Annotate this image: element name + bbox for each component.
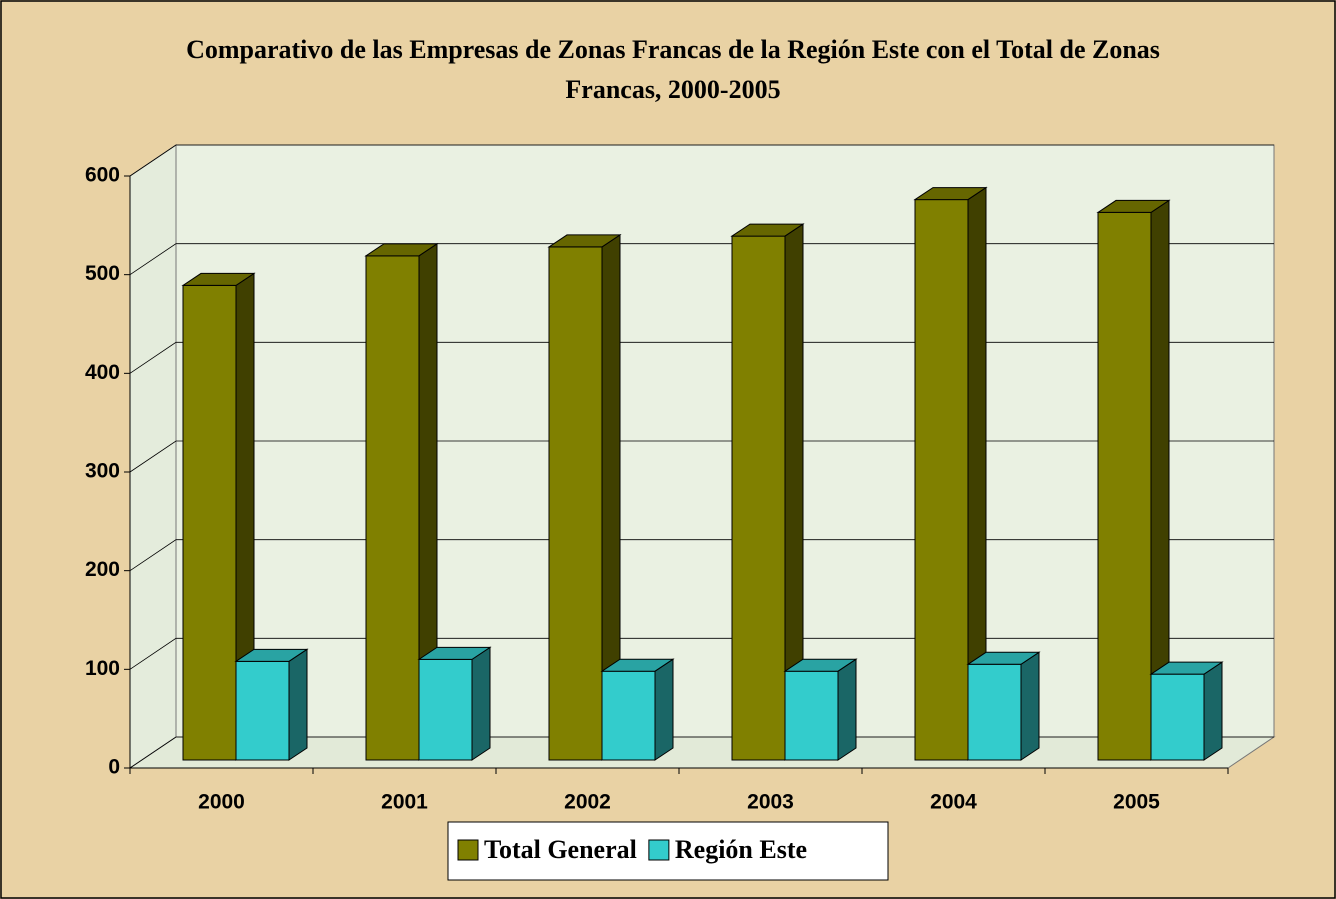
bar-front [967, 663, 1022, 761]
grid-line [129, 637, 1274, 670]
bar-top [730, 223, 805, 237]
x-tick-label: 2002 [564, 791, 611, 814]
x-tick-label: 2001 [381, 791, 428, 814]
grid-line [129, 144, 1274, 177]
bar-front [548, 246, 603, 761]
y-tick-label: 400 [85, 361, 120, 384]
grid-line [129, 736, 1274, 769]
bar [600, 658, 675, 761]
x-tick-label: 2000 [198, 791, 245, 814]
x-tick-label: 2003 [747, 791, 794, 814]
bar-top [234, 648, 309, 662]
bar-top [913, 187, 988, 201]
legend-label: Total General [484, 835, 637, 864]
bar-front [731, 235, 786, 761]
bar [547, 233, 622, 761]
bar [730, 223, 805, 761]
legend: Total General Región Este [447, 821, 889, 881]
bar-front [1150, 673, 1205, 761]
bar [1096, 199, 1171, 761]
bar [966, 651, 1041, 761]
bar-side [1203, 661, 1223, 761]
bar-top [783, 658, 858, 672]
bar-side [288, 648, 308, 761]
bar-front [418, 658, 473, 761]
x-tick-label: 2005 [1113, 791, 1160, 814]
bar-front [784, 670, 839, 761]
bar-front [182, 284, 237, 761]
bar-side [837, 658, 857, 761]
y-tick-label: 500 [85, 262, 120, 285]
bar-front [235, 660, 290, 761]
bar-top [600, 658, 675, 672]
grid-line [129, 440, 1274, 473]
bar-top [417, 646, 492, 660]
grid-line [129, 539, 1274, 571]
bar [913, 186, 988, 761]
bar-front [601, 670, 656, 761]
y-tick-label: 600 [85, 164, 120, 187]
bar [181, 272, 256, 761]
grid-line [129, 341, 1274, 374]
bar-front [365, 255, 420, 761]
grid-line [129, 243, 1274, 275]
y-tick-label: 100 [85, 657, 120, 680]
bar-top [364, 243, 439, 257]
legend-swatch [648, 839, 670, 861]
bar [1149, 661, 1224, 761]
bar [234, 648, 309, 761]
y-tick-label: 0 [108, 756, 120, 779]
bar-side [1020, 651, 1040, 761]
bar-front [1097, 211, 1152, 761]
bar-front [914, 199, 969, 761]
bar [364, 242, 439, 761]
bar-top [1096, 199, 1171, 213]
x-tick-label: 2004 [930, 791, 977, 814]
y-tick-label: 300 [85, 460, 120, 483]
legend-label: Región Este [675, 835, 807, 864]
bar-top [966, 651, 1041, 665]
legend-swatch [457, 839, 479, 861]
bar-top [181, 272, 256, 286]
bar-side [471, 646, 491, 761]
bar-top [547, 234, 622, 248]
chart-title: Comparativo de las Empresas de Zonas Fra… [186, 35, 1160, 104]
bar-side [654, 658, 674, 761]
bar-top [1149, 661, 1224, 675]
bar [417, 646, 492, 761]
bar [783, 658, 858, 761]
y-tick-label: 200 [85, 558, 120, 581]
